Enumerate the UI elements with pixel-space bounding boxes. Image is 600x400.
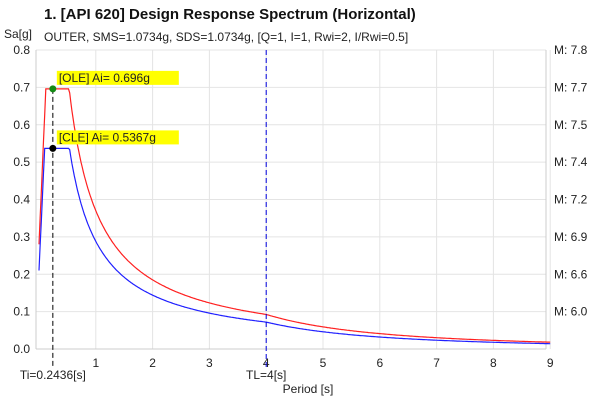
y-tick-label: 0.2 [13, 267, 30, 281]
y-tick-label: 0.8 [13, 43, 30, 57]
right-axis-label: M: 7.8 [554, 43, 588, 57]
x-tick-label: 2 [149, 356, 156, 370]
y-tick-label: 0.7 [13, 80, 30, 94]
right-axis-label: M: 6.0 [554, 305, 588, 319]
x-axis-label: Period [s] [283, 382, 334, 396]
y-tick-label: 0.4 [13, 193, 30, 207]
right-axis-label: M: 6.9 [554, 230, 588, 244]
y-tick-label: 0.5 [13, 155, 30, 169]
x-tick-label: 8 [490, 356, 497, 370]
annotation-label: [OLE] Ai= 0.696g [59, 71, 150, 85]
chart-title: 1. [API 620] Design Response Spectrum (H… [44, 6, 416, 23]
annotation-label: [CLE] Ai= 0.5367g [59, 130, 156, 144]
vline-label: TL=4[s] [246, 368, 286, 382]
y-tick-label: 0.0 [13, 342, 30, 356]
annotation-box [56, 130, 179, 145]
x-tick-label: 3 [206, 356, 213, 370]
right-axis-label: M: 7.5 [554, 118, 588, 132]
x-tick-label: 1 [92, 356, 99, 370]
y-tick-label: 0.6 [13, 118, 30, 132]
vline-label: Ti=0.2436[s] [20, 368, 86, 382]
x-tick-label: 9 [547, 356, 554, 370]
annotation-box [56, 70, 179, 85]
x-tick-label: 7 [433, 356, 440, 370]
right-axis-label: M: 7.2 [554, 193, 588, 207]
chart-subtitle: OUTER, SMS=1.0734g, SDS=1.0734g, [Q=1, I… [44, 30, 409, 44]
series-line-ole [38, 88, 551, 343]
marker-point [49, 144, 57, 152]
y-axis-label: Sa[g] [4, 27, 32, 41]
marker-point [49, 85, 57, 93]
y-tick-label: 0.3 [13, 230, 30, 244]
x-tick-label: 6 [376, 356, 383, 370]
series-line-cle [38, 147, 551, 345]
y-tick-label: 0.1 [13, 305, 30, 319]
right-axis-label: M: 7.4 [554, 155, 588, 169]
right-axis-label: M: 7.7 [554, 80, 588, 94]
x-tick-label: 5 [320, 356, 327, 370]
right-axis-label: M: 6.6 [554, 267, 588, 281]
